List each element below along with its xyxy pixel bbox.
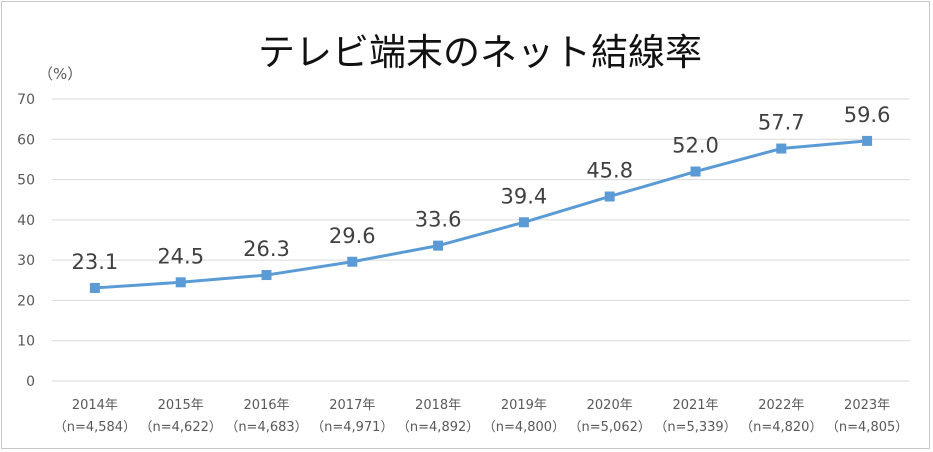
x-tick-year: 2023年: [844, 398, 890, 413]
y-tick-label: 10: [17, 334, 35, 350]
y-tick-label: 70: [17, 92, 35, 108]
data-point: [862, 135, 873, 146]
x-tick-year: 2016年: [243, 398, 289, 413]
data-label: 45.8: [586, 158, 633, 182]
data-label: 33.6: [415, 208, 462, 232]
x-tick-year: 2018年: [415, 398, 461, 413]
x-tick-year: 2017年: [329, 398, 375, 413]
y-tick-label: 60: [17, 132, 35, 148]
y-tick-label: 50: [17, 173, 35, 189]
x-tick-sample-size: （n=4,800）: [483, 420, 565, 435]
x-tick-sample-size: （n=4,584）: [54, 420, 136, 435]
data-markers: [89, 135, 873, 293]
y-tick-label: 0: [26, 374, 35, 390]
data-label: 29.6: [329, 224, 376, 248]
chart-title: テレビ端末のネット結線率: [258, 31, 702, 74]
data-point: [776, 143, 787, 154]
x-tick-year: 2019年: [501, 398, 547, 413]
x-tick-year: 2020年: [587, 398, 633, 413]
x-tick-sample-size: （n=4,805）: [826, 420, 908, 435]
x-tick-sample-size: （n=5,339）: [654, 420, 736, 435]
data-point: [347, 256, 358, 267]
data-label: 52.0: [672, 134, 719, 158]
x-tick-sample-size: （n=4,892）: [397, 420, 479, 435]
data-point: [175, 277, 186, 288]
series-line: [94, 139, 868, 290]
x-tick-year: 2014年: [72, 398, 118, 413]
data-point: [518, 217, 529, 228]
data-point: [690, 166, 701, 177]
y-tick-label: 20: [17, 293, 35, 309]
x-tick-year: 2021年: [672, 398, 718, 413]
x-tick-sample-size: （n=4,683）: [225, 420, 307, 435]
data-label: 26.3: [243, 237, 290, 261]
data-label: 23.1: [72, 250, 119, 274]
x-tick-year: 2022年: [758, 398, 804, 413]
data-point: [604, 191, 615, 202]
x-tick-sample-size: （n=4,820）: [740, 420, 822, 435]
data-label: 59.6: [844, 103, 891, 127]
data-point: [433, 240, 444, 251]
x-tick-year: 2015年: [158, 398, 204, 413]
x-tick-sample-size: （n=5,062）: [569, 420, 651, 435]
x-tick-sample-size: （n=4,622）: [140, 420, 222, 435]
y-tick-label: 40: [17, 213, 35, 229]
y-tick-label: 30: [17, 253, 35, 269]
y-axis-ticks: 0 10 20 30 40 50 60 70: [17, 92, 35, 390]
data-point: [261, 270, 272, 281]
data-label: 57.7: [758, 111, 805, 135]
gridlines: [52, 98, 910, 382]
data-label: 39.4: [501, 184, 548, 208]
data-labels: 23.1 24.5 26.3 29.6 33.6 39.4 45.8 52.0 57.7 59.6: [72, 103, 891, 274]
y-axis-unit: （%）: [38, 65, 82, 83]
data-label: 24.5: [157, 244, 204, 268]
x-tick-sample-size: （n=4,971）: [311, 420, 393, 435]
data-point: [89, 282, 100, 293]
x-axis-ticks: 2014年 （n=4,584） 2015年 （n=4,622） 2016年 （n=4,68…: [54, 398, 909, 435]
